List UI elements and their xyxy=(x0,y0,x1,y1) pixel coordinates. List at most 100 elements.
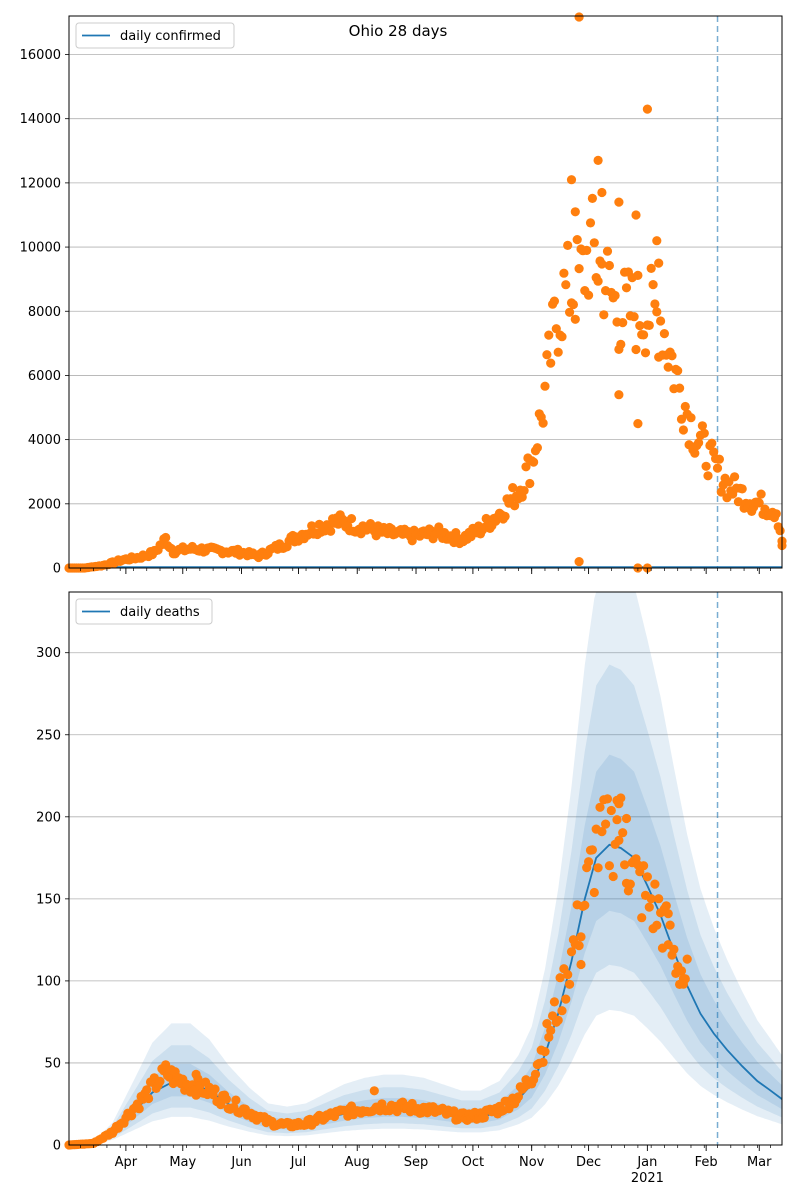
data-point xyxy=(771,509,781,519)
data-point xyxy=(652,920,662,930)
data-point xyxy=(618,828,628,838)
data-point xyxy=(572,235,582,245)
y-tick-label: 6000 xyxy=(28,369,61,384)
x-month-label: Oct xyxy=(462,1155,484,1170)
deaths-chart: 0 50 100 150 200 250 300 daily deaths xyxy=(36,591,783,1154)
y-tick-label: 14000 xyxy=(20,112,61,127)
data-point xyxy=(565,307,575,317)
data-point xyxy=(659,329,670,339)
x-month-label: Sep xyxy=(404,1155,429,1170)
legend-label: daily deaths xyxy=(120,605,200,620)
data-point xyxy=(646,263,656,273)
x-month-label: Feb xyxy=(695,1155,718,1170)
data-point xyxy=(307,521,317,531)
data-point xyxy=(563,240,573,250)
x-month-label: Jan xyxy=(636,1155,657,1170)
y-tick-label: 300 xyxy=(36,646,61,661)
y-tick-label: 0 xyxy=(53,1139,61,1154)
data-point xyxy=(553,1015,563,1025)
shared-x-axis: Apr May Jun Jul Aug Sep Oct Nov Dec Jan Feb Mar 2021 xyxy=(80,568,772,1186)
data-point xyxy=(521,462,531,472)
data-point xyxy=(775,526,785,536)
data-point xyxy=(570,314,580,324)
data-point xyxy=(650,299,660,309)
data-point xyxy=(597,827,607,837)
data-point xyxy=(678,979,689,989)
legend-box xyxy=(75,22,235,49)
y-tick-label: 250 xyxy=(36,728,61,743)
data-point xyxy=(216,1100,226,1110)
data-point xyxy=(614,799,624,809)
data-point xyxy=(640,348,651,358)
data-point xyxy=(595,802,605,812)
data-point xyxy=(593,155,603,165)
data-point xyxy=(642,104,653,114)
data-point xyxy=(231,1095,241,1105)
data-point xyxy=(585,218,596,228)
data-point xyxy=(648,280,658,290)
data-point xyxy=(620,860,630,870)
data-point xyxy=(597,187,607,198)
y-tick-label: 16000 xyxy=(20,48,61,63)
data-point xyxy=(574,12,584,22)
y-tick-label: 10000 xyxy=(20,241,61,256)
data-point xyxy=(549,296,560,306)
data-point xyxy=(570,207,580,217)
data-point xyxy=(602,794,613,804)
legend: daily confirmed xyxy=(75,22,235,49)
data-point xyxy=(557,332,567,342)
data-point xyxy=(621,283,632,293)
data-point xyxy=(574,557,584,567)
data-point xyxy=(142,1085,152,1095)
data-point xyxy=(654,894,664,904)
figure-title: Ohio 28 days xyxy=(349,22,448,40)
data-point xyxy=(566,175,577,185)
data-point xyxy=(479,1113,489,1123)
data-point xyxy=(650,879,660,889)
data-point xyxy=(614,390,624,400)
data-point xyxy=(574,941,584,951)
confidence-band-inner xyxy=(69,754,782,1145)
data-point xyxy=(509,501,520,511)
data-point xyxy=(519,486,529,496)
confidence-band-outer xyxy=(69,592,782,1145)
data-point xyxy=(584,290,594,300)
data-point xyxy=(621,813,632,824)
data-point xyxy=(618,318,628,328)
y-tick-label: 0 xyxy=(53,562,61,577)
data-point xyxy=(633,419,643,429)
data-point xyxy=(589,887,599,898)
data-point xyxy=(644,902,654,912)
data-point xyxy=(561,280,571,290)
data-point xyxy=(532,443,543,453)
data-point xyxy=(346,514,357,524)
data-point xyxy=(673,366,683,376)
data-point xyxy=(574,264,584,274)
data-point xyxy=(656,316,666,326)
data-point xyxy=(697,421,708,431)
data-point xyxy=(500,511,510,521)
data-point xyxy=(544,330,554,340)
data-point xyxy=(589,238,599,248)
data-point xyxy=(546,1025,556,1036)
data-point xyxy=(661,901,671,911)
data-point xyxy=(733,497,744,507)
x-month-label: May xyxy=(169,1155,196,1170)
data-point xyxy=(616,339,626,349)
data-point xyxy=(542,350,552,360)
data-point xyxy=(587,845,598,855)
data-point xyxy=(542,1019,552,1029)
data-point xyxy=(144,1093,154,1104)
y-tick-label: 12000 xyxy=(20,176,61,191)
data-point xyxy=(639,861,649,871)
data-point xyxy=(614,197,624,207)
data-point xyxy=(540,381,550,391)
plot-frame xyxy=(68,15,783,569)
data-point xyxy=(625,879,635,889)
data-point xyxy=(210,1084,220,1094)
data-point xyxy=(155,1076,165,1086)
data-point xyxy=(686,413,696,423)
data-point xyxy=(676,966,687,976)
data-point xyxy=(754,498,764,508)
data-point xyxy=(161,532,171,543)
